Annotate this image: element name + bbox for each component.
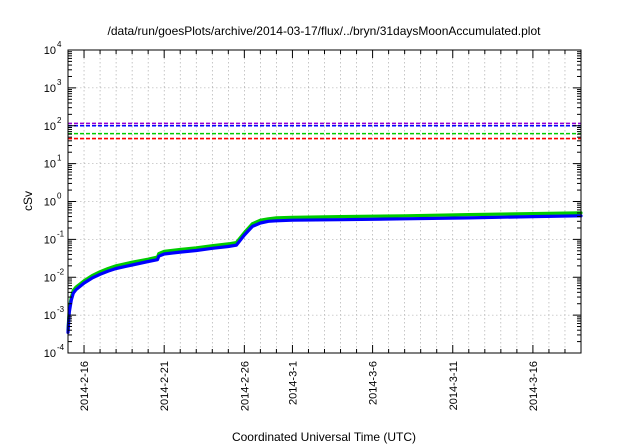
y-tick-label: 10: [44, 272, 56, 284]
x-tick-labels: 2014-2-16 2014-2-21 2014-2-26 2014-3-1 2014-…: [79, 361, 540, 411]
x-tick-label: 2014-3-16: [528, 361, 540, 411]
series-line: [66, 214, 583, 334]
reference-lines: [68, 122, 581, 140]
x-tick-label: 2014-3-1: [287, 361, 299, 405]
y-tick-exponent: 4: [57, 40, 62, 49]
chart-title: /data/run/goesPlots/archive/2014-03-17/f…: [108, 24, 542, 38]
y-tick-label: 10: [44, 234, 56, 246]
y-tick-exponent: -3: [57, 305, 65, 314]
y-tick-exponent: 1: [57, 154, 62, 163]
y-tick-label: 10: [44, 83, 56, 95]
series-line: [66, 211, 583, 332]
y-axis-label: cSv: [21, 191, 35, 211]
y-tick-exponent: 3: [57, 78, 62, 87]
y-tick-exponent: 2: [57, 116, 62, 125]
y-tick-label: 10: [44, 159, 56, 171]
axis-ticks: [67, 49, 581, 354]
y-tick-exponent: -4: [57, 343, 65, 352]
x-tick-label: 2014-3-11: [448, 361, 460, 410]
y-tick-label: 10: [44, 348, 56, 360]
x-tick-label: 2014-2-21: [159, 361, 171, 411]
grid: [67, 49, 581, 354]
y-tick-label: 10: [44, 121, 56, 133]
x-tick-label: 2014-2-16: [79, 361, 91, 411]
y-tick-label: 10: [44, 197, 56, 209]
x-tick-label: 2014-3-6: [368, 361, 380, 405]
y-tick-exponent: 0: [57, 192, 62, 201]
y-tick-label: 10: [44, 310, 56, 322]
x-tick-label: 2014-2-26: [239, 361, 251, 411]
y-tick-exponent: -1: [57, 229, 65, 238]
x-axis-label: Coordinated Universal Time (UTC): [232, 430, 416, 444]
series: [66, 211, 583, 334]
y-tick-label: 10: [44, 45, 56, 57]
y-tick-exponent: -2: [57, 267, 65, 276]
